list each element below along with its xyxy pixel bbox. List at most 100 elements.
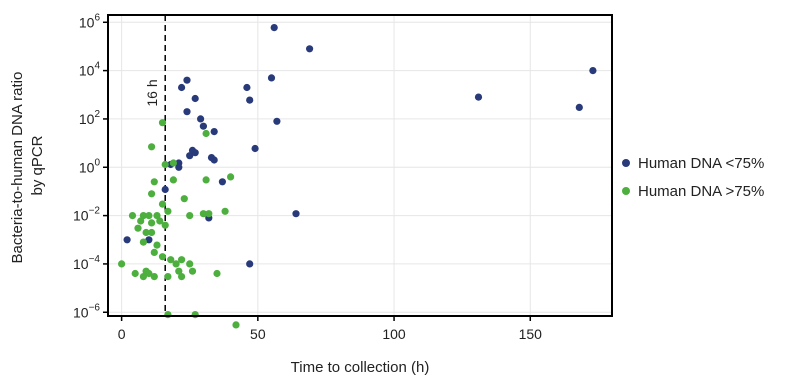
- legend-marker-series-2: [622, 187, 630, 195]
- data-point-series-1: [270, 24, 278, 32]
- data-point-series-1: [191, 94, 199, 103]
- data-point-series-1: [306, 45, 314, 53]
- data-point-series-2: [164, 207, 172, 215]
- data-point-series-2: [148, 219, 156, 227]
- y-tick-label: 102: [79, 109, 101, 127]
- data-point-series-1: [178, 83, 186, 92]
- y-tick-label: 106: [79, 12, 101, 30]
- data-point-series-2: [199, 210, 207, 218]
- x-tick-label: 50: [250, 326, 266, 342]
- data-point-series-2: [175, 267, 183, 275]
- y-tick-label: 104: [79, 61, 101, 79]
- data-point-series-1: [273, 117, 281, 125]
- data-point-series-2: [178, 273, 186, 281]
- data-point-series-2: [153, 241, 161, 249]
- data-point-series-2: [139, 212, 147, 220]
- data-point-series-2: [148, 228, 156, 237]
- data-point-series-2: [118, 260, 126, 268]
- data-point-series-2: [150, 248, 158, 256]
- data-point-series-2: [128, 212, 137, 220]
- data-point-series-1: [175, 163, 183, 171]
- data-point-series-2: [178, 256, 186, 264]
- data-point-series-2: [158, 119, 167, 127]
- data-point-series-1: [251, 144, 259, 153]
- data-point-series-2: [145, 212, 153, 220]
- data-point-series-2: [232, 321, 240, 329]
- x-tick-label: 0: [118, 326, 126, 342]
- y-tick-label: 10−4: [73, 254, 100, 272]
- y-tick-label: 100: [79, 157, 101, 175]
- data-point-series-1: [183, 76, 191, 84]
- data-point-series-1: [210, 156, 218, 164]
- data-point-series-2: [158, 200, 167, 208]
- data-point-series-2: [172, 260, 180, 268]
- plot-frame: [107, 14, 613, 317]
- y-tick-label: 10−2: [73, 206, 100, 224]
- reference-line-label: 16 h: [144, 79, 160, 106]
- data-point-series-1: [292, 210, 300, 218]
- data-point-series-1: [197, 115, 205, 123]
- y-axis-title-line-1: Bacteria-to-human DNA ratio: [9, 72, 26, 264]
- data-point-series-2: [202, 176, 210, 184]
- data-point-series-2: [150, 273, 158, 281]
- data-point-series-2: [161, 160, 169, 169]
- data-point-series-2: [142, 228, 150, 237]
- data-point-series-2: [188, 267, 197, 275]
- data-point-series-2: [202, 129, 210, 138]
- data-point-series-2: [186, 260, 194, 268]
- data-point-series-2: [158, 253, 167, 261]
- data-point-series-2: [148, 143, 156, 151]
- data-point-series-1: [145, 236, 153, 244]
- data-point-series-2: [156, 217, 164, 225]
- data-point-series-2: [153, 212, 161, 220]
- data-point-series-1: [243, 83, 251, 92]
- y-axis: 106 104 102 100 10−2 10−4 10−6: [73, 12, 108, 320]
- data-point-series-2: [164, 311, 172, 319]
- data-point-series-2: [161, 221, 169, 229]
- data-point-series-2: [169, 176, 177, 184]
- x-axis-title: Time to collection (h): [291, 359, 430, 376]
- data-point-series-1: [183, 108, 191, 116]
- data-point-series-1: [186, 152, 194, 160]
- data-point-series-2: [150, 178, 158, 186]
- data-point-series-1: [246, 260, 254, 268]
- data-point-series-1: [191, 149, 199, 157]
- data-point-series-1: [161, 185, 169, 194]
- legend-marker-series-1: [622, 159, 630, 167]
- legend-label-series-2: Human DNA >75%: [638, 183, 764, 200]
- data-point-series-1: [267, 74, 276, 82]
- data-point-series-1: [575, 103, 583, 111]
- x-tick-label: 150: [519, 326, 543, 342]
- x-tick-label: 100: [382, 326, 406, 342]
- y-tick-label: 10−6: [73, 302, 100, 320]
- data-point-series-2: [227, 173, 235, 181]
- legend-label-series-1: Human DNA <75%: [638, 155, 764, 172]
- data-point-series-2: [142, 267, 150, 275]
- data-point-series-1: [246, 96, 254, 104]
- data-point-series-2: [131, 269, 139, 278]
- data-point-series-2: [205, 210, 213, 218]
- data-point-series-1: [589, 67, 597, 75]
- y-axis-title-line-2: by qPCR: [29, 135, 46, 195]
- data-point-series-1: [474, 93, 483, 101]
- data-point-series-2: [139, 238, 147, 246]
- data-point-series-2: [148, 190, 156, 198]
- data-point-series-2: [134, 224, 142, 232]
- x-axis: 0 50 100 150: [118, 316, 542, 342]
- data-point-series-2: [186, 212, 194, 220]
- y-axis-title: Bacteria-to-human DNA ratio by qPCR: [9, 68, 46, 264]
- data-point-series-2: [191, 311, 199, 319]
- data-point-series-2: [167, 256, 175, 264]
- data-point-series-1: [123, 236, 131, 244]
- data-points: [118, 24, 597, 329]
- data-point-series-1: [199, 122, 207, 130]
- legend: Human DNA <75% Human DNA >75%: [622, 155, 764, 200]
- data-point-series-1: [218, 178, 226, 186]
- grid: [108, 15, 612, 316]
- data-point-series-2: [213, 269, 221, 278]
- data-point-series-2: [180, 195, 188, 203]
- data-point-series-2: [164, 273, 172, 281]
- data-point-series-2: [137, 217, 145, 225]
- data-point-series-2: [139, 273, 147, 281]
